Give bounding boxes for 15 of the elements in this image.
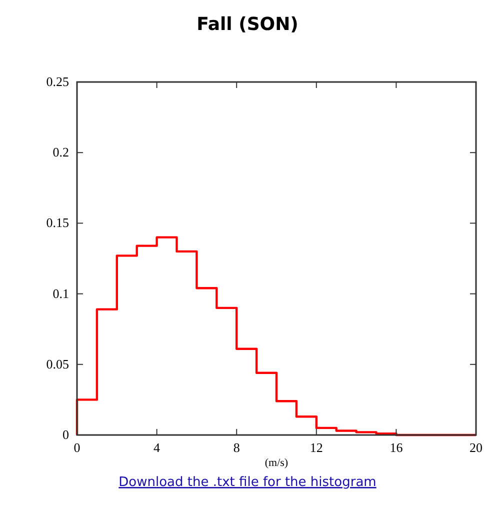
- y-tick-label: 0.25: [46, 74, 69, 89]
- y-tick-label: 0: [62, 427, 69, 442]
- text: Download the .txt file for the histogram: [118, 475, 376, 490]
- x-tick-label: 8: [233, 440, 240, 455]
- y-tick-label: 0.2: [52, 144, 69, 160]
- y-tick-label: 0.15: [46, 215, 69, 230]
- x-tick-label: 0: [74, 440, 80, 455]
- x-axis-title: (m/s): [264, 457, 288, 469]
- x-tick-label: 16: [390, 440, 404, 455]
- chart-title: Fall (SON): [196, 14, 298, 35]
- x-tick-label: 12: [310, 440, 323, 455]
- x-tick-label: 20: [470, 440, 482, 455]
- y-tick-label: 0.1: [52, 286, 69, 301]
- x-tick-label: 4: [154, 440, 161, 455]
- y-tick-label: 0.05: [46, 356, 69, 372]
